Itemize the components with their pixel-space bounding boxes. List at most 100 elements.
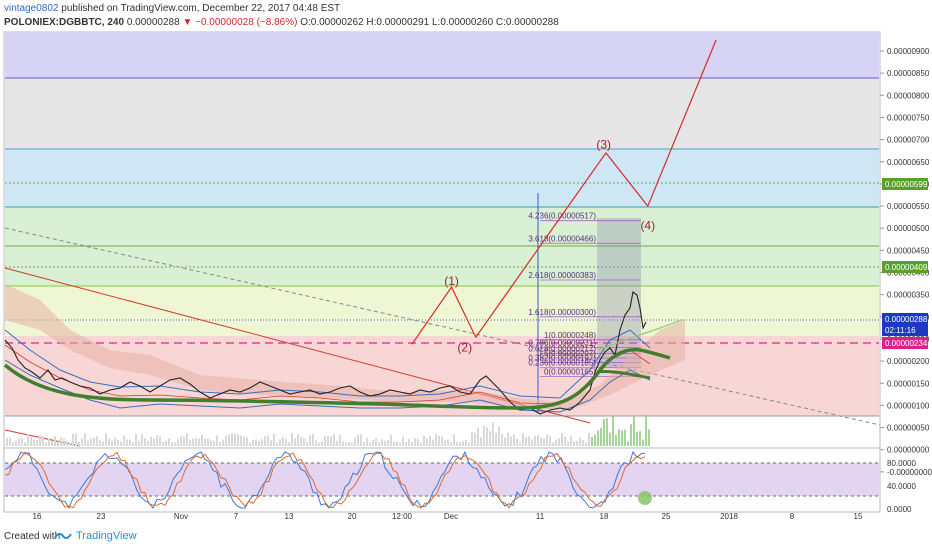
time-tick-label: 11 <box>536 512 545 521</box>
volume-bar <box>234 433 236 446</box>
stoch-d-line <box>4 451 646 509</box>
time-tick-label: 7 <box>234 512 239 521</box>
stoch-tick-label: 80.0000 <box>887 459 916 468</box>
volume-bar <box>576 440 578 446</box>
volume-bar <box>378 442 380 446</box>
published-text: published on TradingView.com, December 2… <box>61 3 341 14</box>
volume-bar <box>174 442 176 446</box>
volume-bar <box>87 441 89 446</box>
time-tick-label: 12:00 <box>392 512 413 521</box>
volume-bar <box>462 441 464 446</box>
volume-bar <box>552 442 554 446</box>
volume-bar <box>375 438 377 446</box>
time-tick-label: 8 <box>790 512 795 521</box>
price-chart[interactable]: 4.236(0.00000517) 3.618(0.00000466) 2.618(… <box>0 30 932 524</box>
volume-bar <box>420 442 422 446</box>
volume-bar <box>408 438 410 446</box>
volume-bar <box>24 442 26 446</box>
volume-bar <box>102 441 104 446</box>
tradingview-link[interactable]: TradingView <box>54 530 137 542</box>
volume-bar <box>135 433 137 446</box>
volume-bar <box>96 436 98 446</box>
volume-bar <box>339 434 341 446</box>
volume-bar <box>558 438 560 446</box>
price-tick-label: 0.00000000 <box>887 446 930 455</box>
volume-bar <box>579 437 581 446</box>
volume-bar <box>150 436 152 446</box>
stoch-k-line <box>4 450 646 510</box>
volume-bar <box>222 440 224 446</box>
volume-bar <box>435 433 437 446</box>
price-tag-bg <box>882 178 928 190</box>
volume-bar <box>207 438 209 446</box>
volume-bar <box>282 437 284 446</box>
volume-bar <box>597 430 599 446</box>
volume-bar <box>603 418 605 446</box>
symbol-line: POLONIEX:DGBBTC, 240 0.00000288 ▼ −0.000… <box>4 17 559 28</box>
volume-bar <box>621 430 623 446</box>
volume-bar <box>132 442 134 446</box>
volume-bar <box>276 442 278 446</box>
bollinger-lower <box>4 359 651 413</box>
price-tag-level: 0.00000409 <box>885 263 928 272</box>
volume-bar <box>540 437 542 446</box>
volume-bar <box>105 433 107 446</box>
volume-bar <box>501 433 503 446</box>
price-tag-countdown: 02:11:16 <box>885 326 916 335</box>
price-tick-label: 0.00000350 <box>887 291 930 300</box>
volume-bar <box>600 427 602 446</box>
volume-bar <box>645 414 647 446</box>
volume-bar <box>591 436 593 446</box>
volume-bar <box>144 438 146 446</box>
volume-bar <box>384 440 386 446</box>
volume-bar <box>369 442 371 446</box>
fib-band-1 <box>5 286 879 336</box>
price-tag-dashed: 0.00000234 <box>885 339 928 348</box>
time-tick-label: 23 <box>97 512 106 521</box>
fib-level-label: 0.786(0.00000231) <box>528 338 596 347</box>
volume-bar <box>345 442 347 446</box>
volume-bar <box>477 427 479 446</box>
fib-level-label: 1(0.00000248) <box>544 331 596 340</box>
volume-bar <box>249 442 251 446</box>
time-tick-label: Dec <box>444 512 458 521</box>
symbol-label[interactable]: POLONIEX:DGBBTC, 240 <box>4 17 125 28</box>
price-tag-current: 0.00000288 <box>885 315 928 324</box>
volume-bar <box>12 441 14 446</box>
time-tick-label: 2018 <box>720 512 738 521</box>
volume-bar <box>309 435 311 446</box>
volume-bar <box>288 442 290 446</box>
volume-bar <box>330 436 332 446</box>
stoch-axis: 80.0000 40.0000 0.0000 <box>887 459 916 514</box>
time-axis[interactable]: 16 23 Nov 7 13 20 12:00 Dec 11 18 25 2018 8 15 <box>33 512 863 521</box>
fib-level-label: 1.618(0.00000300) <box>528 308 596 317</box>
volume-bar <box>33 438 35 446</box>
volume-bar <box>399 442 401 446</box>
volume-bar <box>204 438 206 446</box>
volume-bar <box>180 436 182 446</box>
volume-bar <box>624 429 626 446</box>
volume-bar <box>141 434 143 446</box>
volume-bar <box>510 436 512 446</box>
volume-bar <box>525 437 527 446</box>
volume-bar <box>486 427 488 446</box>
volume-bar <box>303 438 305 446</box>
volume-bar <box>396 441 398 446</box>
volume-bar <box>357 434 359 446</box>
volume-bar <box>252 439 254 446</box>
wave-label: (4) <box>640 219 655 233</box>
volume-bar <box>240 435 242 446</box>
volume-bar <box>471 431 473 446</box>
volume-bar <box>588 433 590 446</box>
price-tick-label: 0.00000650 <box>887 158 930 167</box>
fib-level-label: 3.618(0.00000466) <box>528 234 596 243</box>
author-link[interactable]: vintage0802 <box>4 3 59 14</box>
volume-bar <box>177 438 179 446</box>
volume-bar <box>36 440 38 446</box>
volume-bar <box>189 439 191 446</box>
volume-bar <box>534 435 536 446</box>
dashed-trend-line <box>4 227 881 426</box>
volume-bar <box>93 437 95 446</box>
volume-bar <box>219 441 221 446</box>
volume-bar <box>30 437 32 446</box>
